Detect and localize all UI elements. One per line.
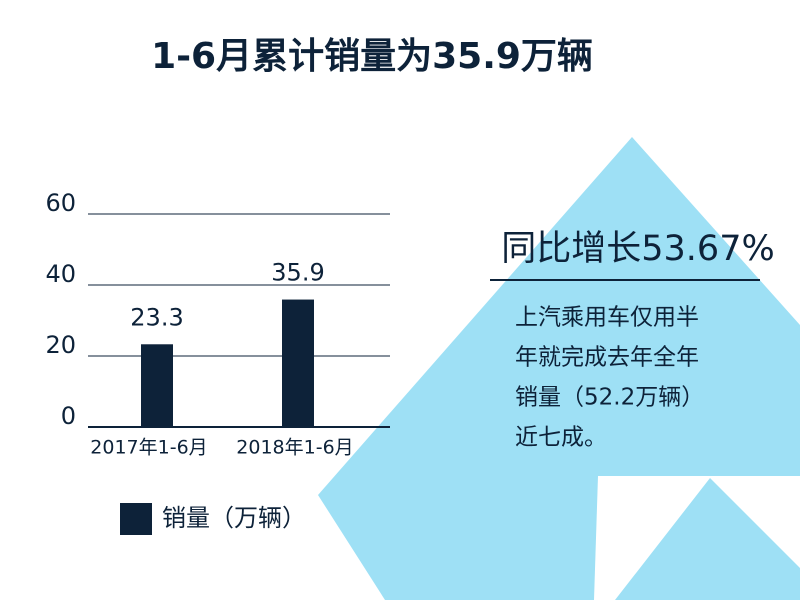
- annotation-body: 近七成。: [515, 425, 607, 451]
- chart-title: 1-6月累计销量为35.9万辆: [151, 36, 593, 77]
- y-tick-label: 40: [45, 260, 76, 288]
- y-tick-label: 20: [45, 331, 76, 359]
- value-label: 35.9: [271, 259, 324, 287]
- legend-swatch: [120, 503, 152, 535]
- x-tick-label: 2017年1-6月: [90, 437, 207, 459]
- annotation-body: 上汽乘用车仅用半: [515, 305, 699, 331]
- x-tick-label: 2018年1-6月: [236, 437, 353, 459]
- value-label: 23.3: [130, 303, 183, 331]
- bar: [282, 299, 314, 427]
- arrow-gap: [594, 476, 800, 600]
- y-tick-label: 60: [45, 189, 76, 217]
- annotation-body: 销量（52.2万辆）: [515, 385, 704, 411]
- bar: [141, 344, 173, 427]
- annotation-body: 年就完成去年全年: [515, 345, 699, 371]
- legend-label: 销量（万辆）: [162, 504, 306, 532]
- y-tick-label: 0: [61, 402, 76, 430]
- headline: 同比增长53.67%: [501, 229, 774, 269]
